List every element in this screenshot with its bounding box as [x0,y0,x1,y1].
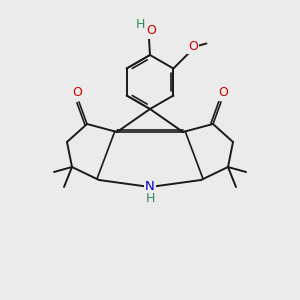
Text: H: H [135,17,145,31]
Text: H: H [145,191,155,205]
Text: N: N [145,181,155,194]
Text: O: O [218,86,228,100]
Text: O: O [188,40,198,53]
Text: O: O [72,86,82,100]
Text: O: O [146,25,156,38]
